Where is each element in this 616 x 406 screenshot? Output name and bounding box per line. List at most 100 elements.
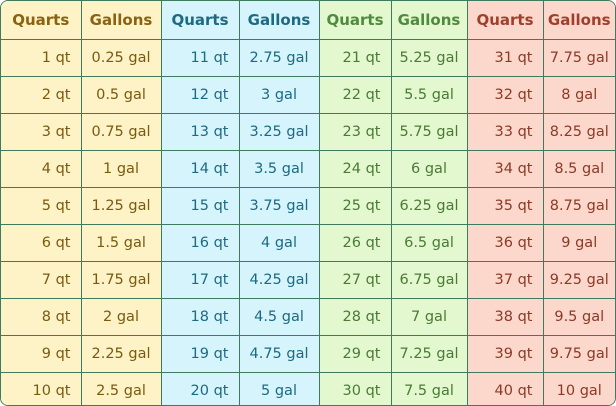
gallons-cell: 5.5 gal xyxy=(390,76,468,114)
gallons-cell: 5.25 gal xyxy=(390,39,468,77)
gallons-cell: 1.5 gal xyxy=(80,224,162,262)
quarts-cell: 10 qt xyxy=(1,372,82,405)
quarts-cell: 23 qt xyxy=(318,113,392,151)
gallons-cell: 8.25 gal xyxy=(542,113,615,151)
table-row: 9 qt 2.25 gal 19 qt 4.75 gal 29 qt 7.25 gal 39… xyxy=(1,335,615,373)
quarts-cell: 33 qt xyxy=(466,113,544,151)
quarts-cell: 36 qt xyxy=(466,224,544,262)
gallons-cell: 0.25 gal xyxy=(80,39,162,77)
gallons-cell: 0.75 gal xyxy=(80,113,162,151)
gallons-cell: 4.25 gal xyxy=(238,261,320,299)
header-quarts-2: Quarts xyxy=(160,1,240,40)
quarts-cell: 22 qt xyxy=(318,76,392,114)
quarts-cell: 27 qt xyxy=(318,261,392,299)
gallons-cell: 4 gal xyxy=(238,224,320,262)
quarts-cell: 9 qt xyxy=(1,335,82,373)
quarts-cell: 38 qt xyxy=(466,298,544,336)
gallons-cell: 2.5 gal xyxy=(80,372,162,405)
quarts-cell: 29 qt xyxy=(318,335,392,373)
gallons-cell: 8.75 gal xyxy=(542,187,615,225)
gallons-cell: 1.75 gal xyxy=(80,261,162,299)
quarts-cell: 26 qt xyxy=(318,224,392,262)
gallons-cell: 5.75 gal xyxy=(390,113,468,151)
header-gallons-2: Gallons xyxy=(238,1,320,40)
gallons-cell: 6.25 gal xyxy=(390,187,468,225)
table-row: 8 qt 2 gal 18 qt 4.5 gal 28 qt 7 gal 38 qt 9.5 … xyxy=(1,298,615,336)
quarts-cell: 37 qt xyxy=(466,261,544,299)
gallons-cell: 6.75 gal xyxy=(390,261,468,299)
quarts-cell: 14 qt xyxy=(160,150,240,188)
header-gallons-1: Gallons xyxy=(80,1,162,40)
gallons-cell: 3.75 gal xyxy=(238,187,320,225)
quarts-cell: 8 qt xyxy=(1,298,82,336)
quarts-cell: 24 qt xyxy=(318,150,392,188)
header-quarts-4: Quarts xyxy=(466,1,544,40)
quarts-cell: 20 qt xyxy=(160,372,240,405)
gallons-cell: 1.25 gal xyxy=(80,187,162,225)
header-quarts-3: Quarts xyxy=(318,1,392,40)
quarts-cell: 16 qt xyxy=(160,224,240,262)
quarts-cell: 30 qt xyxy=(318,372,392,405)
quarts-cell: 15 qt xyxy=(160,187,240,225)
header-row: Quarts Gallons Quarts Gallons Quarts Gal… xyxy=(1,1,615,40)
quarts-cell: 19 qt xyxy=(160,335,240,373)
quarts-cell: 32 qt xyxy=(466,76,544,114)
gallons-cell: 2 gal xyxy=(80,298,162,336)
quarts-cell: 2 qt xyxy=(1,76,82,114)
header-gallons-3: Gallons xyxy=(390,1,468,40)
table-row: 2 qt 0.5 gal 12 qt 3 gal 22 qt 5.5 gal 32 qt 8 … xyxy=(1,76,615,114)
gallons-cell: 7.5 gal xyxy=(390,372,468,405)
quarts-cell: 13 qt xyxy=(160,113,240,151)
table-row: 1 qt 0.25 gal 11 qt 2.75 gal 21 qt 5.25 gal 31… xyxy=(1,39,615,77)
gallons-cell: 2.25 gal xyxy=(80,335,162,373)
gallons-cell: 3.25 gal xyxy=(238,113,320,151)
quarts-cell: 5 qt xyxy=(1,187,82,225)
gallons-cell: 6.5 gal xyxy=(390,224,468,262)
gallons-cell: 9.5 gal xyxy=(542,298,615,336)
gallons-cell: 3.5 gal xyxy=(238,150,320,188)
gallons-cell: 8 gal xyxy=(542,76,615,114)
table-row: 5 qt 1.25 gal 15 qt 3.75 gal 25 qt 6.25 gal 35… xyxy=(1,187,615,225)
gallons-cell: 5 gal xyxy=(238,372,320,405)
quarts-cell: 1 qt xyxy=(1,39,82,77)
quarts-cell: 3 qt xyxy=(1,113,82,151)
gallons-cell: 0.5 gal xyxy=(80,76,162,114)
quarts-cell: 12 qt xyxy=(160,76,240,114)
table-row: 6 qt 1.5 gal 16 qt 4 gal 26 qt 6.5 gal 36 qt 9 … xyxy=(1,224,615,262)
gallons-cell: 4.5 gal xyxy=(238,298,320,336)
gallons-cell: 3 gal xyxy=(238,76,320,114)
gallons-cell: 7.25 gal xyxy=(390,335,468,373)
header-gallons-4: Gallons xyxy=(542,1,615,40)
gallons-cell: 2.75 gal xyxy=(238,39,320,77)
quarts-cell: 35 qt xyxy=(466,187,544,225)
gallons-cell: 9 gal xyxy=(542,224,615,262)
quarts-cell: 34 qt xyxy=(466,150,544,188)
quarts-cell: 4 qt xyxy=(1,150,82,188)
quarts-cell: 18 qt xyxy=(160,298,240,336)
quarts-cell: 6 qt xyxy=(1,224,82,262)
gallons-cell: 1 gal xyxy=(80,150,162,188)
quarts-cell: 39 qt xyxy=(466,335,544,373)
table-row: 3 qt 0.75 gal 13 qt 3.25 gal 23 qt 5.75 gal 33… xyxy=(1,113,615,151)
quarts-cell: 28 qt xyxy=(318,298,392,336)
gallons-cell: 9.25 gal xyxy=(542,261,615,299)
gallons-cell: 4.75 gal xyxy=(238,335,320,373)
quarts-cell: 25 qt xyxy=(318,187,392,225)
table-row: 7 qt 1.75 gal 17 qt 4.25 gal 27 qt 6.75 gal 37… xyxy=(1,261,615,299)
gallons-cell: 10 gal xyxy=(542,372,615,405)
table-row: 4 qt 1 gal 14 qt 3.5 gal 24 qt 6 gal 34 qt 8.5 … xyxy=(1,150,615,188)
table-row: 10 qt 2.5 gal 20 qt 5 gal 30 qt 7.5 gal 40 qt 1… xyxy=(1,372,615,405)
quarts-cell: 17 qt xyxy=(160,261,240,299)
quarts-cell: 21 qt xyxy=(318,39,392,77)
gallons-cell: 7 gal xyxy=(390,298,468,336)
gallons-cell: 9.75 gal xyxy=(542,335,615,373)
quarts-cell: 11 qt xyxy=(160,39,240,77)
gallons-cell: 7.75 gal xyxy=(542,39,615,77)
quarts-cell: 31 qt xyxy=(466,39,544,77)
gallons-cell: 6 gal xyxy=(390,150,468,188)
quarts-cell: 40 qt xyxy=(466,372,544,405)
header-quarts-1: Quarts xyxy=(1,1,82,40)
gallons-cell: 8.5 gal xyxy=(542,150,615,188)
